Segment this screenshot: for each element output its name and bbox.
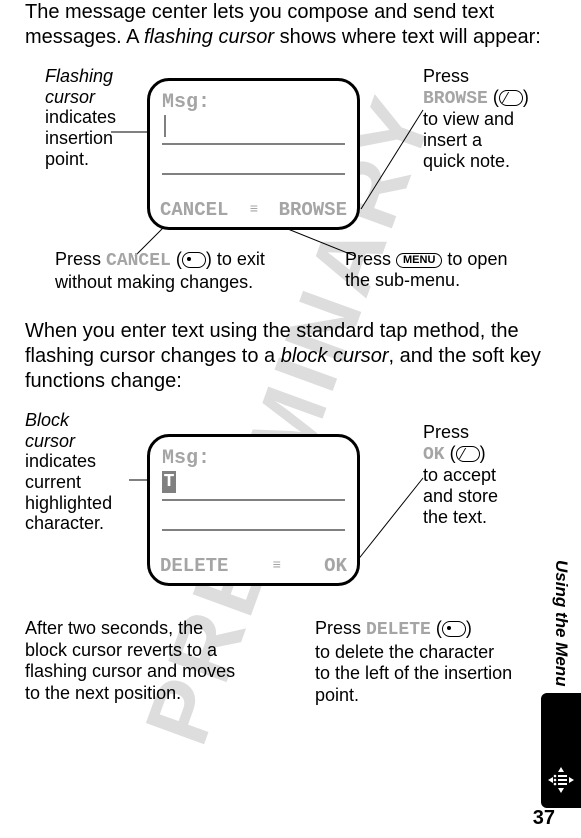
callout-fc-i: Flashing cursor: [45, 66, 113, 107]
cc-sk: CANCEL: [106, 251, 171, 271]
figure-2: Block cursor indicates current highlight…: [25, 408, 545, 608]
intro-l2a: messages. A: [25, 26, 144, 48]
screen1-line1: [162, 143, 345, 145]
callout-fc-r: indicates insertion point.: [45, 107, 116, 168]
callout-flashing-cursor: Flashing cursor indicates insertion poin…: [45, 66, 140, 169]
thumb-tab: [541, 693, 581, 808]
screen2-right-sk: OK: [324, 555, 347, 577]
callout-delete: Press DELETE () to delete the character …: [315, 618, 555, 706]
callout-block-cursor: Block cursor indicates current highlight…: [25, 410, 135, 534]
callout-ok: Press OK () to accept and store the text…: [423, 422, 543, 527]
mid-l1: When you enter text using the standard t…: [25, 320, 519, 342]
page-number: 37: [533, 807, 555, 830]
mid-l2a: flashing cursor changes to a: [25, 345, 281, 367]
screen2-line1: [162, 499, 345, 501]
callout-revert: After two seconds, the block cursor reve…: [25, 618, 275, 704]
cok-b: (: [445, 443, 456, 463]
side-section-label: Using the Menu: [551, 560, 571, 687]
screen1-left-sk: CANCEL: [160, 199, 228, 221]
callout-menu: Press MENU to open the sub-menu.: [345, 249, 555, 290]
screen2-left-sk: DELETE: [160, 555, 228, 577]
phone-screen-2: Msg: T DELETE ≡ OK: [147, 434, 360, 586]
screen2-line2: [162, 529, 345, 531]
cc-a: Press: [55, 249, 106, 269]
mid-l2i: block cursor: [281, 345, 389, 367]
cbc-r: indicates current highlighted character.: [25, 451, 112, 533]
nav-icon: [548, 767, 574, 798]
left-softkey-icon-2: [442, 621, 466, 637]
screen2-label: Msg:: [162, 447, 210, 470]
figure-1: Flashing cursor indicates insertion poin…: [25, 64, 545, 299]
side-tab: Using the Menu: [541, 560, 581, 808]
cd-b: (: [431, 618, 442, 638]
callout-cancel: Press CANCEL () to exit without making c…: [55, 249, 315, 292]
cbc-i: Block cursor: [25, 410, 75, 451]
intro-l2i: flashing cursor: [144, 26, 274, 48]
cb-sk: BROWSE: [423, 89, 488, 109]
screen1-line2: [162, 173, 345, 175]
screen1-label: Msg:: [162, 91, 210, 114]
intro-l1: The message center lets you compose and …: [25, 1, 494, 23]
screen1-softkeys: CANCEL ≡ BROWSE: [150, 199, 357, 221]
menu-key-icon: MENU: [396, 253, 442, 268]
cb-a: Press: [423, 66, 469, 86]
left-softkey-icon: [182, 252, 206, 268]
cd-sk: DELETE: [366, 620, 431, 640]
page: PRELIMINARY Using the Menu The message c…: [0, 0, 581, 838]
content-column: The message center lets you compose and …: [25, 0, 556, 728]
block-cursor: T: [162, 471, 176, 493]
phone-screen-1: Msg: CANCEL ≡ BROWSE: [147, 78, 360, 230]
mid-l2b: , and the soft key: [389, 345, 541, 367]
cm-a: Press: [345, 249, 396, 269]
screen1-menu-icon: ≡: [250, 202, 257, 218]
mid-paragraph: When you enter text using the standard t…: [25, 319, 556, 394]
screen1-right-sk: BROWSE: [279, 199, 347, 221]
cok-sk: OK: [423, 445, 445, 465]
flashing-cursor: [164, 115, 166, 137]
screen2-softkeys: DELETE ≡ OK: [150, 555, 357, 577]
intro-l2b: shows where text will appear:: [274, 26, 541, 48]
figure-2-lower-callouts: After two seconds, the block cursor reve…: [25, 618, 545, 728]
right-softkey-icon: [499, 90, 523, 106]
intro-paragraph: The message center lets you compose and …: [25, 0, 556, 50]
cc-b: (: [171, 249, 182, 269]
cb-p1: (: [493, 87, 499, 107]
cok-a: Press: [423, 422, 469, 442]
right-softkey-icon-2: [456, 446, 480, 462]
callout-browse: Press BROWSE () to view and insert a qui…: [423, 66, 543, 171]
cd-a: Press: [315, 618, 366, 638]
screen2-menu-icon: ≡: [273, 558, 280, 574]
mid-l3: functions change:: [25, 370, 182, 392]
